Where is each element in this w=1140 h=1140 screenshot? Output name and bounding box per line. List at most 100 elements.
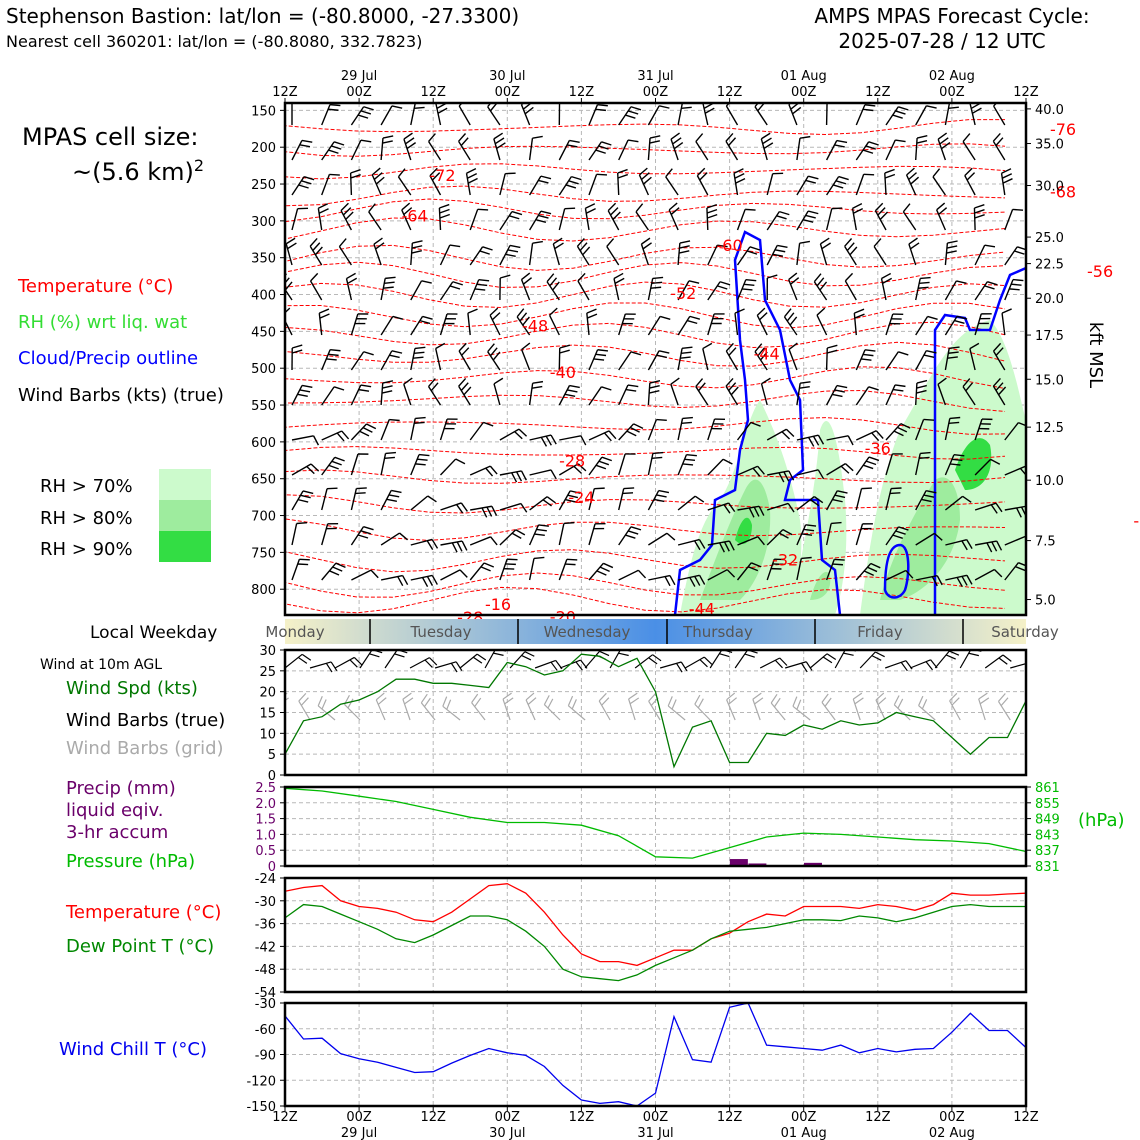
wind-barb: [822, 656, 833, 664]
wind-barb: [601, 386, 612, 391]
wind-barb: [915, 490, 927, 511]
wind-barb: [385, 451, 397, 455]
temperature-label: -52: [670, 284, 696, 303]
wind-barb: [796, 434, 819, 441]
wind-barb: [779, 210, 790, 216]
wind-barb: [321, 104, 331, 126]
wind-barb: [340, 210, 353, 231]
wind-barb: [897, 698, 904, 709]
wind-barb: [658, 489, 670, 494]
wind-barb: [974, 209, 985, 214]
wind-barb: [421, 577, 429, 587]
wind-barb: [800, 662, 808, 673]
wind-barb: [491, 312, 501, 321]
wind-barb: [607, 202, 617, 212]
wind-barb: [340, 202, 349, 212]
wind-barb: [843, 652, 854, 656]
wind-barb: [306, 465, 315, 475]
wind-barb: [799, 386, 810, 389]
temperature-contour: [285, 366, 1006, 389]
wind-barb: [796, 138, 801, 161]
wind-barb: [384, 456, 395, 460]
wind-barb: [458, 103, 463, 107]
wind-barb: [863, 173, 875, 176]
wind-barb: [707, 213, 718, 219]
wind-barb: [647, 138, 651, 161]
pressure-tick-label: 600: [251, 436, 276, 451]
wind-barb: [694, 495, 705, 503]
wind-barb: [766, 558, 775, 581]
wind-barb: [463, 386, 472, 396]
wind-barb: [973, 207, 976, 231]
wind-barb: [893, 695, 900, 706]
wind-barb: [949, 346, 960, 350]
wind-barb: [754, 103, 759, 108]
wind-barb: [303, 175, 315, 181]
wind-barb: [730, 386, 739, 396]
wind-barb: [350, 169, 361, 174]
wind-barb: [961, 540, 968, 551]
y-tick-label: -120: [246, 1074, 276, 1089]
wind-barb: [588, 141, 602, 161]
wind-barb: [511, 472, 518, 483]
wind-barb: [856, 430, 877, 441]
wind-barb: [469, 209, 479, 231]
wind-barb: [788, 279, 798, 301]
wind-barb: [628, 692, 638, 700]
wind-barb: [596, 173, 608, 176]
wind-barb: [402, 692, 412, 700]
wind-barb: [825, 523, 832, 546]
wind-barb: [885, 660, 907, 669]
wind-barb: [741, 288, 753, 291]
wind-barb: [516, 316, 531, 336]
wind-barb: [565, 498, 576, 503]
wind-barb: [332, 566, 343, 572]
wind-barb: [317, 696, 323, 707]
wind-barb: [635, 203, 644, 213]
wind-barb: [509, 651, 526, 669]
wind-barb: [625, 388, 637, 392]
wind-barb: [863, 464, 874, 470]
wind-barb: [682, 416, 693, 420]
wind-barb: [782, 528, 793, 536]
pressure-tick-label: 300: [251, 215, 276, 230]
wind-barb: [633, 423, 644, 430]
pressure-tick-label: 550: [251, 399, 276, 414]
wind-barb: [420, 702, 436, 721]
wind-barb: [1000, 697, 1009, 707]
wind-barb: [725, 133, 734, 142]
wind-barb: [599, 650, 610, 657]
wind-barb: [656, 418, 667, 422]
wind-barb: [915, 316, 929, 336]
wind-barb: [595, 464, 607, 470]
wind-barb: [328, 353, 339, 357]
wind-barb: [937, 138, 947, 161]
pressure-tick-label: 837: [1035, 844, 1060, 859]
temperature-label: -64: [402, 207, 428, 226]
wind-barb: [567, 705, 586, 721]
temperature-label: -40: [550, 363, 576, 382]
wind-barb: [753, 506, 760, 517]
wind-barb: [486, 506, 493, 517]
wind-barb: [964, 167, 973, 177]
wind-barbs-grid-label: Wind Barbs (grid): [66, 738, 224, 759]
wind-barb: [318, 208, 329, 214]
wind-barb: [885, 488, 892, 511]
wind-barb: [625, 534, 636, 539]
wind-barb: [855, 104, 866, 126]
wind-barb: [964, 175, 976, 196]
wind-barb: [321, 174, 331, 196]
wind-barb: [855, 456, 870, 476]
wind-barb: [862, 108, 874, 112]
wind-barb: [695, 133, 704, 142]
wind-barb: [915, 278, 921, 301]
wind-barb: [423, 697, 431, 708]
wind-barb: [902, 203, 911, 213]
wind-barb: [397, 576, 404, 587]
weekday-label: Friday: [857, 623, 903, 641]
wind-barb: [851, 208, 857, 231]
wind-barb: [363, 351, 374, 356]
wind-barb: [734, 650, 749, 669]
time-tick-label: 00Z: [346, 1110, 372, 1125]
wind-barb: [728, 502, 736, 513]
